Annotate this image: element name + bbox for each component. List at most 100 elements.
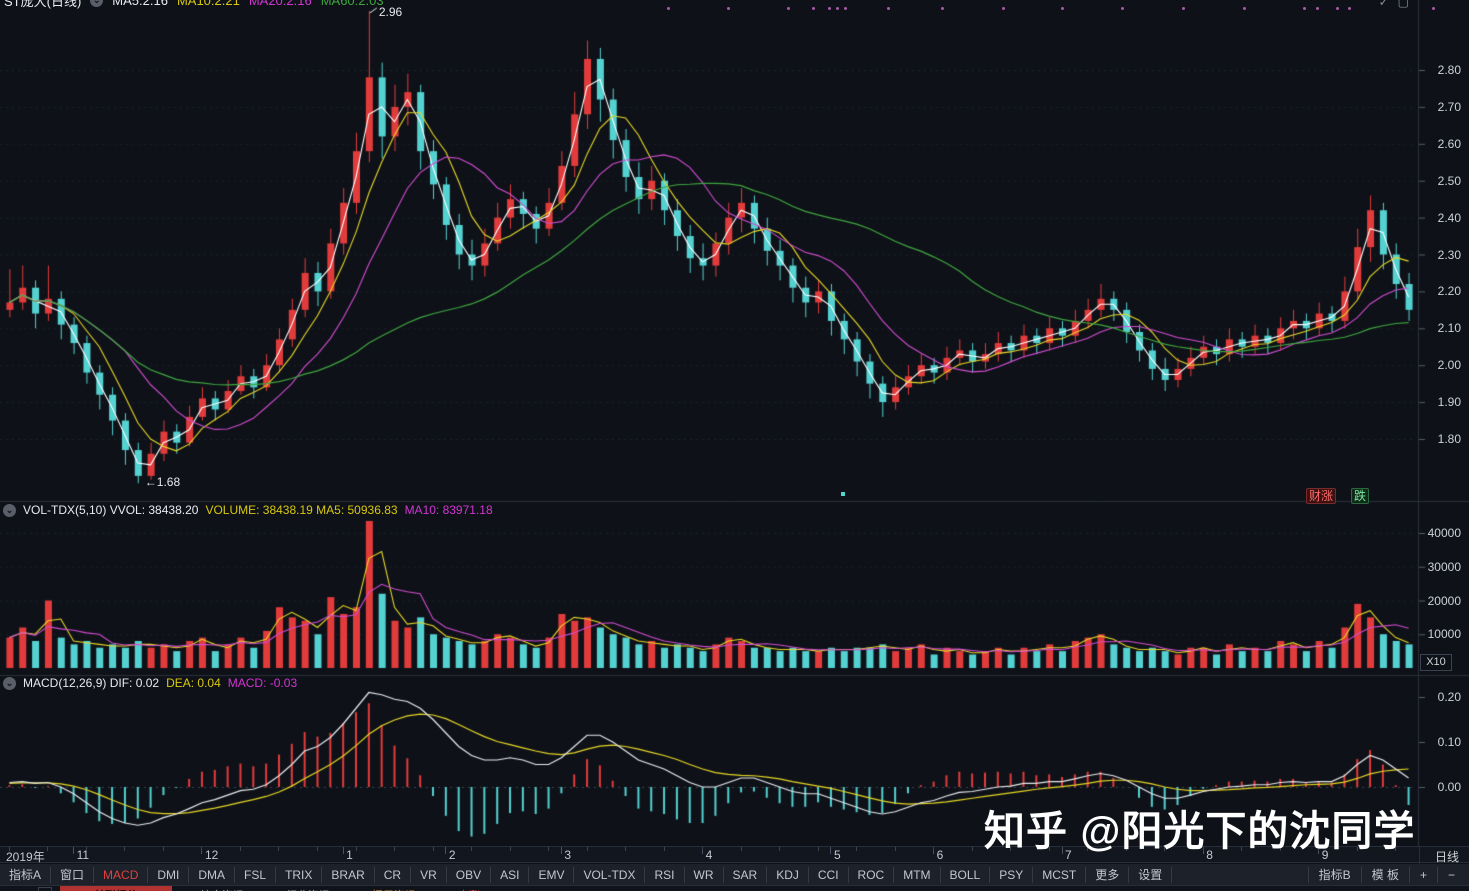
minor-tick <box>124 847 125 851</box>
minor-tick <box>240 847 241 851</box>
minor-tick <box>1280 847 1281 851</box>
toolbar-item-FSL[interactable]: FSL <box>235 866 277 883</box>
month-label: 8 <box>1206 848 1213 862</box>
price-tick: 2.10 <box>1437 321 1461 336</box>
check-icon[interactable]: ✓ <box>1378 0 1389 9</box>
axis-divider <box>1419 847 1420 864</box>
toolbar-item-指标B[interactable]: 指标B <box>1307 867 1361 883</box>
event-dot-icon <box>1348 7 1351 10</box>
macd-tick: 0.10 <box>1437 735 1461 749</box>
bottom-tab[interactable]: 行业资讯 <box>272 886 344 891</box>
minor-tick <box>818 847 819 851</box>
toolbar-item-+[interactable]: + <box>1408 867 1437 883</box>
macd-hist-value: MACD: -0.03 <box>227 676 298 690</box>
event-dot-icon <box>1303 7 1306 10</box>
toolbar-item-SAR[interactable]: SAR <box>724 866 768 883</box>
minor-tick <box>1049 847 1050 851</box>
minor-tick <box>9 847 10 851</box>
toolbar-item-DMI[interactable]: DMI <box>148 866 190 883</box>
toolbar-item-MTM[interactable]: MTM <box>894 866 941 883</box>
event-dot-icon <box>727 7 730 10</box>
minor-tick <box>1164 847 1165 851</box>
minor-tick <box>933 847 934 851</box>
month-label: 5 <box>833 848 841 862</box>
toolbar-item-ROC[interactable]: ROC <box>849 866 895 883</box>
bottom-tab[interactable]: 大涨 <box>444 886 494 891</box>
period-label[interactable]: 日线 <box>1434 850 1459 864</box>
fall-badge[interactable]: 跌 <box>1351 488 1370 504</box>
price-tick: 1.90 <box>1437 395 1461 410</box>
watermark: 知乎 @阳光下的沈同学 <box>984 808 1416 854</box>
bottom-tab[interactable]: 提示资讯 <box>358 886 430 891</box>
toolbar-item-WR[interactable]: WR <box>685 866 724 883</box>
toolbar-item-BOLL[interactable]: BOLL <box>941 866 991 883</box>
volume-ma5-value: VOLUME: 38438.19 MA5: 50936.83 <box>205 503 398 517</box>
month-label: 4 <box>705 848 713 862</box>
toolbar-item-模 板[interactable]: 模 板 <box>1360 867 1409 883</box>
toolbar-item-指标A[interactable]: 指标A <box>0 866 52 883</box>
toolbar-item-CR[interactable]: CR <box>375 866 412 883</box>
bottom-tab[interactable]: 综合资讯 <box>186 886 258 891</box>
volume-tick: 20000 <box>1427 593 1461 608</box>
event-dot-icon <box>1316 7 1319 10</box>
toolbar-item-CCI[interactable]: CCI <box>809 866 849 883</box>
collapse-chevron-icon[interactable]: ⌄ <box>3 676 16 690</box>
macd-dif-value: MACD(12,26,9) DIF: 0.02 <box>23 676 160 690</box>
toolbar-item-VR[interactable]: VR <box>411 866 447 883</box>
month-label: 6 <box>936 848 944 862</box>
minor-tick <box>47 847 48 851</box>
minor-tick <box>471 847 472 851</box>
collapse-chevron-icon[interactable]: ⌄ <box>90 0 104 7</box>
price-tick: 2.40 <box>1437 210 1461 225</box>
event-dot-icon <box>941 7 944 10</box>
bottom-tab-row: 关联报价 综合资讯 行业资讯 提示资讯 大涨 <box>0 886 1469 891</box>
minor-tick <box>548 847 549 851</box>
month-tick <box>1062 847 1063 854</box>
event-dot-icon <box>828 7 831 10</box>
minor-tick <box>510 847 511 851</box>
volume-ma10-value: MA10: 83971.18 <box>404 503 493 517</box>
toolbar-item-更多[interactable]: 更多 <box>1086 866 1130 883</box>
event-dot-icon <box>1002 7 1005 10</box>
toolbar-item-EMV[interactable]: EMV <box>529 866 575 883</box>
toolbar-item-窗口[interactable]: 窗口 <box>51 866 95 883</box>
macd-dea-value: DEA: 0.04 <box>166 676 221 690</box>
marker-dot <box>841 492 845 496</box>
toolbar-item-PSY[interactable]: PSY <box>990 866 1034 883</box>
low-price-annotation: ←1.68 <box>144 475 181 490</box>
minor-tick <box>1203 847 1204 851</box>
rise-badge[interactable]: 财涨 <box>1306 488 1337 504</box>
toolbar-item-VOL-TDX[interactable]: VOL-TDX <box>574 866 646 883</box>
minor-tick <box>394 847 395 851</box>
price-tick: 2.80 <box>1437 63 1461 77</box>
toolbar-item-TRIX[interactable]: TRIX <box>276 866 323 883</box>
toolbar-item-MCST[interactable]: MCST <box>1033 866 1087 883</box>
window-icon[interactable]: ▢ <box>1397 0 1409 9</box>
minor-tick <box>163 847 164 851</box>
time-axis[interactable]: 2019年 11 12 1 2 3 4 5 6 7 8 9 日线 <box>0 846 1469 864</box>
toolbar-item-KDJ[interactable]: KDJ <box>767 866 809 883</box>
minor-tick <box>278 847 279 851</box>
minor-tick <box>356 847 357 851</box>
high-price-annotation: 2.96 <box>378 4 403 19</box>
toolbar-item-DMA[interactable]: DMA <box>189 866 236 883</box>
toolbar-item-设置[interactable]: 设置 <box>1129 866 1173 883</box>
minor-tick <box>1318 847 1319 851</box>
toolbar-item-RSI[interactable]: RSI <box>645 866 685 883</box>
toolbar-item-−[interactable]: − <box>1436 867 1465 883</box>
minor-tick <box>86 847 87 851</box>
price-tick: 1.80 <box>1437 432 1461 446</box>
minor-tick <box>317 847 318 851</box>
volume-pane-header: ⌄ VOL-TDX(5,10) VVOL: 38438.20 VOLUME: 3… <box>3 503 493 517</box>
minor-tick <box>201 847 202 851</box>
bottom-tab[interactable]: 关联报价 <box>60 886 172 891</box>
minor-tick <box>702 847 703 851</box>
toolbar-item-ASI[interactable]: ASI <box>491 866 530 883</box>
toolbar-item-MACD[interactable]: MACD <box>94 866 149 883</box>
chart-canvas[interactable] <box>0 0 1469 846</box>
price-tick: 2.20 <box>1437 284 1461 299</box>
toolbar-item-OBV[interactable]: OBV <box>447 866 492 883</box>
collapse-chevron-icon[interactable]: ⌄ <box>3 503 16 517</box>
toolbar-item-BRAR[interactable]: BRAR <box>322 866 375 883</box>
list-icon[interactable] <box>38 887 52 891</box>
